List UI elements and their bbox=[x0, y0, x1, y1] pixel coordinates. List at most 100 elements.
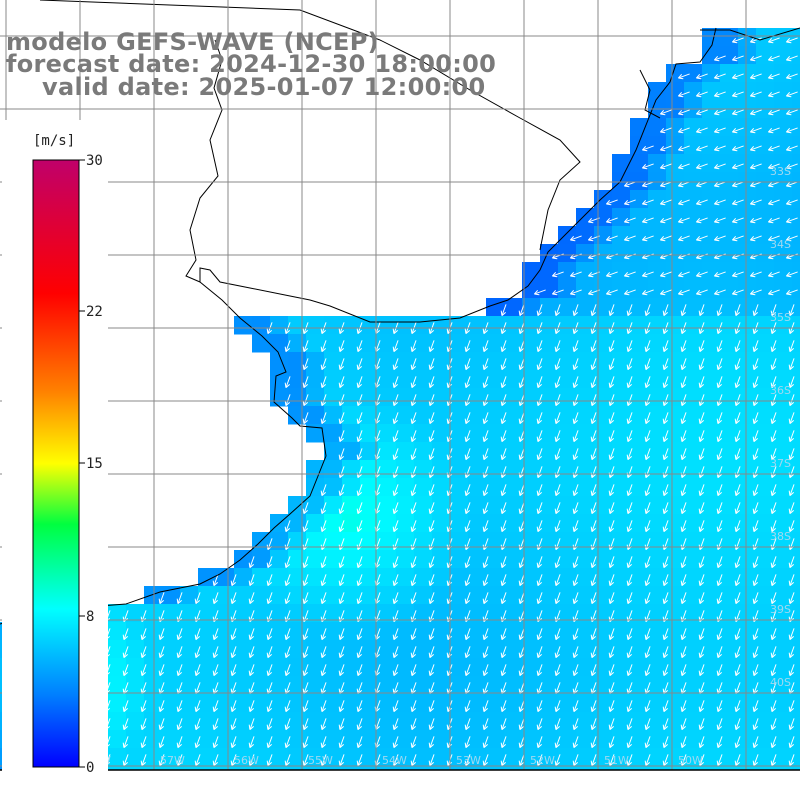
ocean-cell bbox=[702, 370, 721, 389]
ocean-cell bbox=[576, 226, 595, 245]
wind-arrow bbox=[713, 271, 726, 278]
ocean-cell bbox=[234, 550, 253, 569]
ocean-cell bbox=[540, 442, 559, 461]
ocean-cell bbox=[648, 388, 667, 407]
ocean-cell bbox=[666, 640, 685, 659]
wind-arrow bbox=[410, 394, 417, 407]
ocean-cell bbox=[702, 352, 721, 371]
ocean-cell bbox=[630, 190, 649, 209]
ocean-cell bbox=[666, 514, 685, 533]
ocean-cell bbox=[702, 532, 721, 551]
ocean-cell bbox=[378, 640, 397, 659]
ocean-cell bbox=[396, 424, 415, 443]
ocean-cell bbox=[162, 730, 181, 749]
ocean-cell bbox=[378, 388, 397, 407]
ocean-cell bbox=[522, 370, 541, 389]
wind-arrow bbox=[785, 235, 798, 242]
wind-arrow bbox=[320, 394, 327, 407]
ocean-cell bbox=[522, 730, 541, 749]
ocean-cell bbox=[594, 280, 613, 299]
ocean-cell bbox=[720, 748, 739, 767]
ocean-cell bbox=[396, 658, 415, 677]
wind-arrow bbox=[482, 340, 489, 353]
lat-label: 39S bbox=[770, 603, 791, 616]
wind-arrow bbox=[626, 412, 633, 425]
ocean-cell bbox=[630, 334, 649, 353]
ocean-cell bbox=[324, 334, 343, 353]
ocean-cell bbox=[576, 478, 595, 497]
ocean-cell bbox=[396, 712, 415, 731]
ocean-cell bbox=[720, 28, 739, 47]
ocean-cell bbox=[414, 712, 433, 731]
ocean-cell bbox=[378, 604, 397, 623]
ocean-cell bbox=[144, 694, 163, 713]
ocean-cell bbox=[342, 640, 361, 659]
ocean-cell bbox=[522, 514, 541, 533]
ocean-cell bbox=[702, 334, 721, 353]
ocean-cell bbox=[756, 388, 775, 407]
ocean-cell bbox=[126, 640, 145, 659]
ocean-cell bbox=[558, 586, 577, 605]
ocean-cell bbox=[612, 208, 631, 227]
ocean-cell bbox=[594, 478, 613, 497]
ocean-cell bbox=[180, 658, 199, 677]
ocean-cell bbox=[612, 442, 631, 461]
ocean-cell bbox=[414, 388, 433, 407]
ocean-cell bbox=[252, 694, 271, 713]
ocean-cell bbox=[612, 622, 631, 641]
ocean-cell bbox=[414, 640, 433, 659]
ocean-cell bbox=[702, 424, 721, 443]
ocean-cell bbox=[666, 586, 685, 605]
ocean-cell bbox=[720, 568, 739, 587]
ocean-cell bbox=[774, 334, 793, 353]
ocean-cell bbox=[666, 172, 685, 191]
ocean-cell bbox=[558, 298, 577, 317]
ocean-cell bbox=[450, 568, 469, 587]
ocean-cell bbox=[252, 712, 271, 731]
ocean-cell bbox=[504, 730, 523, 749]
ocean-cell bbox=[576, 442, 595, 461]
wind-arrow bbox=[749, 163, 762, 170]
ocean-cell bbox=[648, 586, 667, 605]
ocean-cell bbox=[702, 154, 721, 173]
ocean-cell bbox=[468, 532, 487, 551]
ocean-cell bbox=[774, 82, 793, 101]
ocean-cell bbox=[144, 622, 163, 641]
wind-arrow bbox=[659, 235, 672, 242]
ocean-cell bbox=[414, 532, 433, 551]
wind-arrow bbox=[410, 412, 417, 425]
ocean-cell bbox=[720, 154, 739, 173]
ocean-cell bbox=[468, 568, 487, 587]
wind-arrow bbox=[731, 163, 744, 170]
wind-arrow bbox=[569, 289, 582, 296]
wind-arrow bbox=[533, 289, 546, 296]
lat-label: 38S bbox=[770, 530, 791, 543]
wind-arrow bbox=[680, 394, 687, 407]
wind-arrow bbox=[731, 217, 744, 224]
ocean-cell bbox=[630, 640, 649, 659]
ocean-cell bbox=[630, 208, 649, 227]
wind-arrow bbox=[644, 412, 651, 425]
wind-arrow bbox=[749, 199, 762, 206]
ocean-cell bbox=[396, 568, 415, 587]
ocean-cell bbox=[702, 406, 721, 425]
ocean-cell bbox=[342, 604, 361, 623]
ocean-cell bbox=[684, 550, 703, 569]
ocean-cell bbox=[180, 676, 199, 695]
ocean-cell bbox=[792, 496, 800, 515]
wind-arrow bbox=[626, 358, 633, 371]
wind-arrow bbox=[605, 289, 618, 296]
wind-arrow bbox=[320, 412, 327, 425]
ocean-cell bbox=[162, 676, 181, 695]
ocean-cell bbox=[792, 244, 800, 263]
ocean-cell bbox=[558, 478, 577, 497]
ocean-cell bbox=[702, 244, 721, 263]
ocean-cell bbox=[306, 406, 325, 425]
wind-arrow bbox=[713, 109, 726, 116]
ocean-cell bbox=[756, 280, 775, 299]
ocean-cell bbox=[324, 496, 343, 515]
ocean-cell bbox=[612, 658, 631, 677]
ocean-cell bbox=[666, 298, 685, 317]
ocean-cell bbox=[630, 316, 649, 335]
lat-label: 40S bbox=[770, 676, 791, 689]
